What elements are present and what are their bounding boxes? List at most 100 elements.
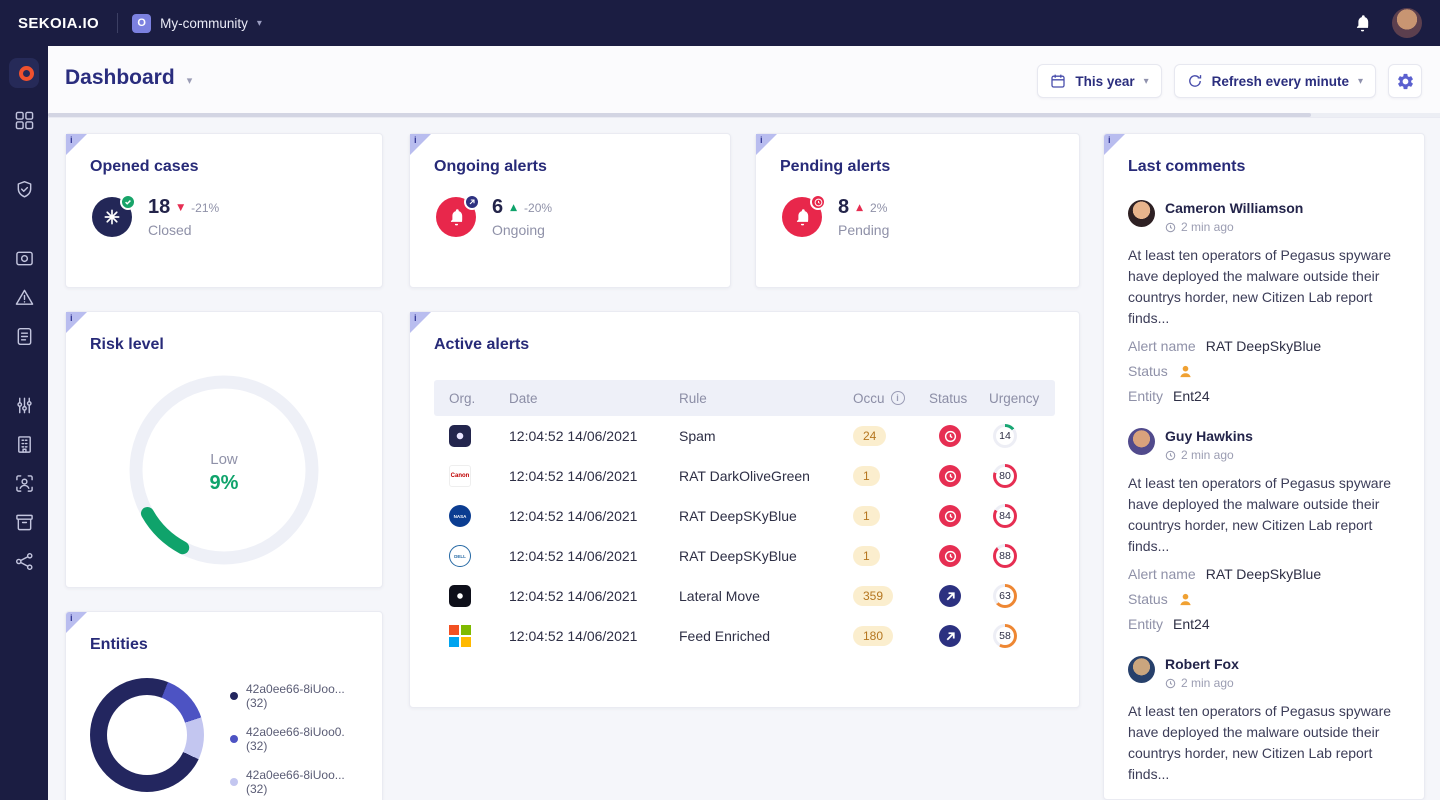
org-logo: NASA [449,505,471,527]
alert-bell-icon [782,194,826,237]
legend-item: 42a0ee66-8iUoo0.(32) [230,725,358,753]
status-label: Status [1128,591,1168,607]
clock-icon [1165,678,1176,688]
clock-icon [1165,450,1176,460]
status-user-icon [1180,593,1191,605]
org-logo: Canon [449,465,471,487]
status-icon [939,625,961,647]
trend-arrow-icon: ▼ [177,202,185,213]
col-rule: Rule [679,390,707,406]
comment-time: 2 min ago [1181,220,1234,234]
status-user-icon [1180,365,1191,377]
commenter-avatar [1128,428,1155,455]
card-title: Ongoing alerts [434,158,547,175]
active-alerts-card: i Active alerts Org. Date Rule Occu i Sta… [409,311,1080,708]
legend-dot [230,735,238,743]
sidebar-item-cases-icon[interactable] [6,318,42,354]
occurrence-badge: 1 [853,506,880,526]
calendar-icon [1051,74,1065,88]
stat-label: Pending [838,222,890,238]
alert-rule: RAT DeepSKyBlue [679,548,797,564]
opened-cases-card: i Opened cases 18 ▼ -21% Closed [65,133,383,288]
org-logo: DELL [449,545,471,567]
entities-card: i Entities 42a0ee66-8iUoo...(32) 42a0ee6… [65,611,383,800]
refresh-icon [1188,75,1201,87]
table-row[interactable]: DELL 12:04:52 14/06/2021 RAT DeepSKyBlue… [434,536,1055,576]
topbar: SEKOIA.IO O My-community ▾ [0,0,1440,46]
sidebar-item-archive-icon[interactable] [6,504,42,540]
alert-date: 12:04:52 14/06/2021 [509,548,638,564]
scrollbar-thumb[interactable] [48,113,1311,117]
status-icon [939,545,961,567]
sidebar: › [0,46,48,800]
alert-date: 12:04:52 14/06/2021 [509,628,638,644]
alert-name-value: RAT DeepSkyBlue [1205,566,1322,582]
stat-value: 6 [492,196,504,218]
community-selector[interactable]: O My-community ▾ [132,13,262,33]
refresh-interval-button[interactable]: Refresh every minute ▾ [1173,64,1376,98]
title-dropdown-icon[interactable]: ▾ [186,74,193,87]
sidebar-item-identity-scan-icon[interactable] [6,465,42,501]
urgency-ring: 88 [993,544,1017,568]
org-logo [449,425,471,447]
occu-info-icon[interactable]: i [890,391,905,405]
gear-icon [1397,73,1413,89]
comment-time: 2 min ago [1181,448,1234,462]
trend-arrow-icon: ▲ [856,202,864,213]
sidebar-item-monitor-icon[interactable] [6,240,42,276]
card-title: Risk level [90,336,164,353]
alert-name-label: Alert name [1128,338,1196,354]
table-row[interactable]: 12:04:52 14/06/2021 Spam 24 14 [434,416,1055,456]
sidebar-item-shield-icon[interactable] [6,171,42,207]
col-status: Status [929,390,968,406]
status-icon [939,425,961,447]
sidebar-item-alerts-icon[interactable] [6,279,42,315]
legend-dot [230,692,238,700]
alert-rule: RAT DeepSKyBlue [679,508,797,524]
entity-value: Ent24 [1173,616,1210,632]
table-row[interactable]: NASA 12:04:52 14/06/2021 RAT DeepSKyBlue… [434,496,1055,536]
trend-percent: -21% [191,200,220,215]
entities-legend: 42a0ee66-8iUoo...(32) 42a0ee66-8iUoo0.(3… [230,682,358,796]
card-title: Entities [90,636,148,653]
clock-badge-icon [810,194,826,210]
occurrence-badge: 1 [853,466,880,486]
comment-body: At least ten operators of Pegasus spywar… [1128,703,1392,782]
alert-rule: Feed Enriched [679,628,771,644]
sidebar-item-building-icon[interactable] [6,426,42,462]
legend-item: 42a0ee66-8iUoo...(32) [230,682,358,710]
risk-level-text: Low [210,450,238,468]
period-select-button[interactable]: This year ▾ [1037,64,1162,98]
status-label: Status [1128,363,1168,379]
comment-time: 2 min ago [1181,676,1234,690]
card-title: Pending alerts [780,158,891,175]
table-row[interactable]: 12:04:52 14/06/2021 Lateral Move 359 63 [434,576,1055,616]
notifications-bell-icon[interactable] [1353,14,1372,33]
donut-hole [107,695,187,775]
sidebar-item-sliders-icon[interactable] [6,387,42,423]
org-logo [449,585,471,607]
legend-label: 42a0ee66-8iUoo...(32) [246,682,345,710]
comment-body: At least ten operators of Pegasus spywar… [1128,247,1392,326]
col-occu: Occu [853,390,885,406]
status-icon [939,465,961,487]
trend-percent: -20% [524,200,553,215]
dashboard-settings-button[interactable] [1388,64,1422,98]
legend-label: 42a0ee66-8iUoo0.(32) [246,725,345,753]
alert-name-label: Alert name [1128,566,1196,582]
page-title: Dashboard [65,66,175,89]
legend-label: 42a0ee66-8iUoo...(32) [246,768,345,796]
col-urgency: Urgency [989,390,1040,406]
sidebar-item-nodes-icon[interactable] [6,543,42,579]
page-header: Dashboard ▾ This year ▾ Refresh every mi… [48,46,1440,118]
sidebar-nav [0,102,48,582]
sekoia-logo-icon[interactable] [9,58,39,88]
user-avatar[interactable] [1392,8,1422,38]
stat-label: Closed [148,222,192,238]
table-row[interactable]: Canon 12:04:52 14/06/2021 RAT DarkOliveG… [434,456,1055,496]
sidebar-item-dashboard-icon[interactable] [6,102,42,138]
occurrence-badge: 24 [853,426,887,446]
table-row[interactable]: 12:04:52 14/06/2021 Feed Enriched 180 58 [434,616,1055,656]
alert-date: 12:04:52 14/06/2021 [509,588,638,604]
status-icon [939,585,961,607]
